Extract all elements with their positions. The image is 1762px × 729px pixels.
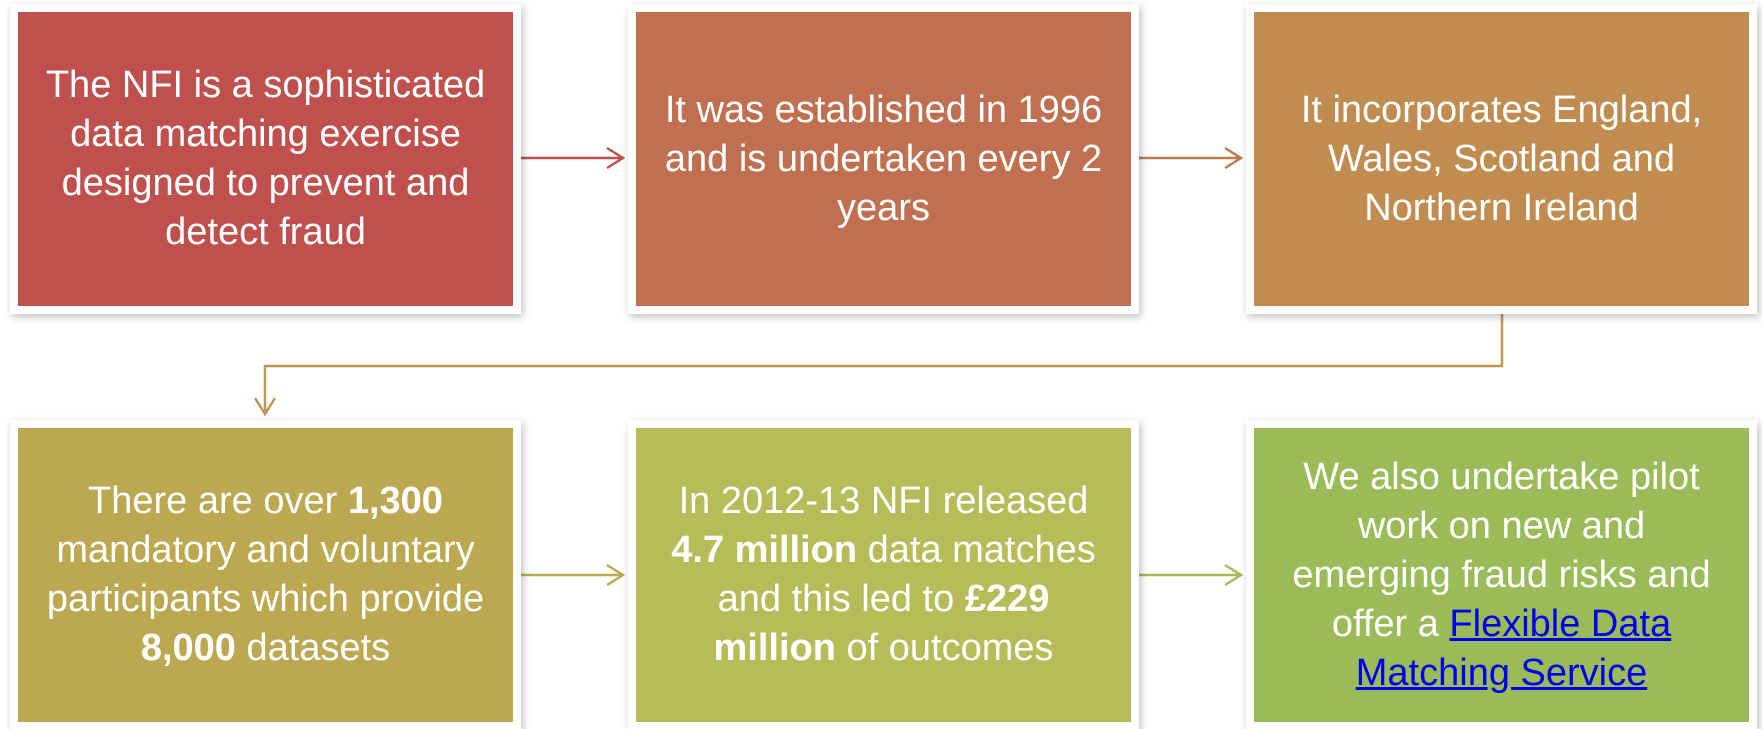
step-box: It was established in 1996 and is undert…	[628, 4, 1139, 314]
step-text-bold: 1,300	[347, 480, 443, 522]
service-link[interactable]: Flexible Data Matching Service	[1355, 602, 1672, 694]
arrow	[253, 314, 1504, 417]
step-text-bold: £229 million	[713, 578, 1050, 669]
arrow	[1139, 146, 1244, 170]
step-text: We also undertake pilot work on new and …	[1292, 455, 1711, 645]
step-text-bold: 4.7 million	[671, 529, 858, 571]
step-text-bold: 8,000	[140, 627, 236, 669]
step-box: It incorporates England, Wales, Scotland…	[1246, 4, 1757, 314]
arrow	[1139, 563, 1244, 587]
step-text: It incorporates England, Wales, Scotland…	[1300, 88, 1703, 229]
step-box: We also undertake pilot work on new and …	[1246, 420, 1757, 729]
arrow	[521, 563, 626, 587]
step-text: The NFI is a sophisticated data matching…	[45, 64, 486, 253]
step-box: In 2012-13 NFI released 4.7 million data…	[628, 420, 1139, 729]
step-text: datasets	[235, 627, 391, 669]
step-text: It was established in 1996 and is undert…	[664, 88, 1103, 229]
arrow	[521, 146, 626, 170]
step-text: data matches and this led to	[717, 529, 1096, 620]
step-text: There are over	[88, 480, 348, 522]
step-box: There are over 1,300 mandatory and volun…	[10, 420, 521, 729]
step-text: mandatory and voluntary participants whi…	[46, 529, 485, 620]
step-box: The NFI is a sophisticated data matching…	[10, 4, 521, 314]
step-text: of outcomes	[835, 627, 1054, 669]
step-text: In 2012-13 NFI released	[678, 480, 1089, 522]
